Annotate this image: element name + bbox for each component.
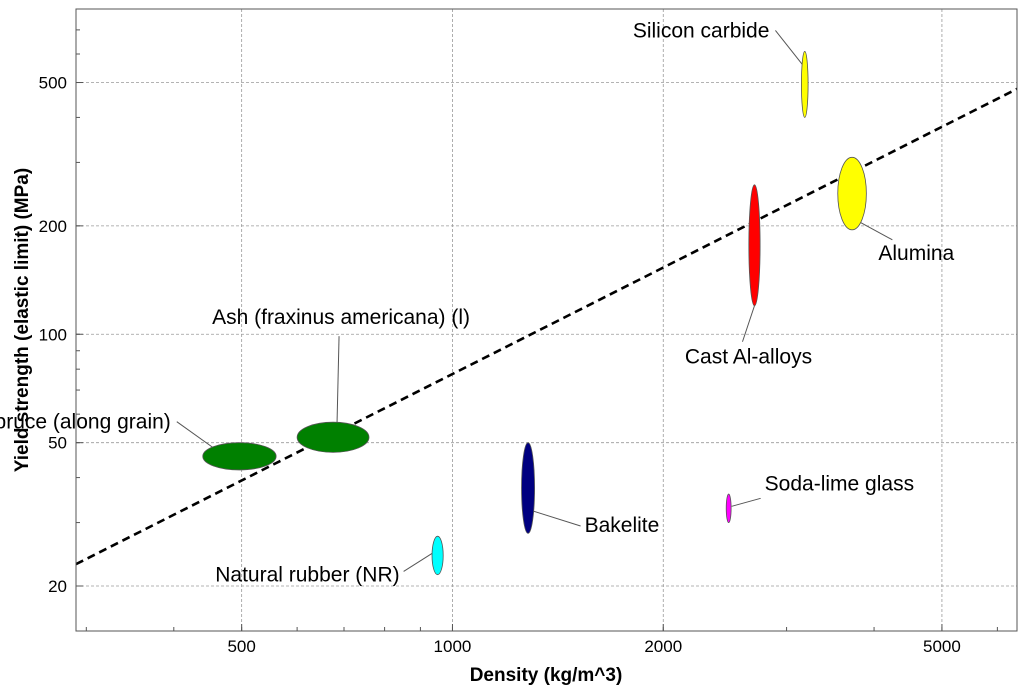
x-tick-label: 2000 bbox=[644, 637, 682, 656]
bubble-bakelite bbox=[521, 442, 535, 534]
y-tick-label: 200 bbox=[39, 217, 67, 236]
x-tick-label: 5000 bbox=[923, 637, 961, 656]
label-bakelite: Bakelite bbox=[585, 514, 660, 537]
label-silicon-carbide: Silicon carbide bbox=[633, 19, 770, 42]
bubble-natural-rubber-nr bbox=[431, 535, 444, 576]
y-tick-label: 500 bbox=[39, 74, 67, 93]
bubble-silicon-carbide bbox=[801, 51, 809, 118]
y-tick-label: 20 bbox=[48, 577, 67, 596]
leader-bakelite bbox=[531, 510, 581, 527]
label-alumina: Alumina bbox=[878, 242, 954, 265]
label-ash-fraxinus-americana-l: Ash (fraxinus americana) (l) bbox=[212, 306, 470, 329]
x-axis-title: Density (kg/m^3) bbox=[470, 665, 623, 686]
y-axis-title: Yield strength (elastic limit) (MPa) bbox=[12, 168, 33, 472]
leader-ash-fraxinus-americana-l bbox=[336, 336, 340, 423]
x-tick-label: 1000 bbox=[434, 637, 472, 656]
leader-spruce-along-grain bbox=[176, 421, 215, 449]
x-axis: 500 1000 2000 5000 bbox=[85, 624, 998, 656]
label-natural-rubber-nr: Natural rubber (NR) bbox=[215, 563, 399, 586]
leader-lines bbox=[176, 30, 893, 572]
material-bubbles bbox=[202, 51, 867, 576]
plot-area bbox=[76, 9, 1017, 631]
y-axis: 20 50 100 200 500 bbox=[39, 8, 83, 596]
leader-cast-al-alloys bbox=[742, 305, 755, 342]
leader-natural-rubber-nr bbox=[403, 553, 433, 572]
bubble-spruce-along-grain bbox=[202, 442, 277, 471]
plot-frame bbox=[75, 8, 1018, 632]
y-tick-label: 100 bbox=[39, 325, 67, 344]
y-tick-label: 50 bbox=[48, 434, 67, 453]
leader-soda-lime-glass bbox=[731, 497, 761, 507]
bubble-cast-al-alloys bbox=[748, 184, 761, 307]
label-cast-al-alloys: Cast Al-alloys bbox=[685, 346, 812, 369]
leader-silicon-carbide bbox=[775, 30, 803, 65]
label-soda-lime-glass: Soda-lime glass bbox=[765, 472, 914, 495]
bubble-alumina bbox=[837, 156, 867, 231]
bubble-ash-fraxinus-americana-l bbox=[296, 421, 370, 453]
bubble-soda-lime-glass bbox=[725, 493, 732, 523]
label-spruce-along-grain: Spruce (along grain) bbox=[0, 411, 171, 434]
material-labels: Silicon carbide Alumina Cast Al-alloys Ash … bbox=[0, 19, 955, 586]
leader-alumina bbox=[860, 222, 893, 241]
x-tick-label: 500 bbox=[227, 637, 255, 656]
